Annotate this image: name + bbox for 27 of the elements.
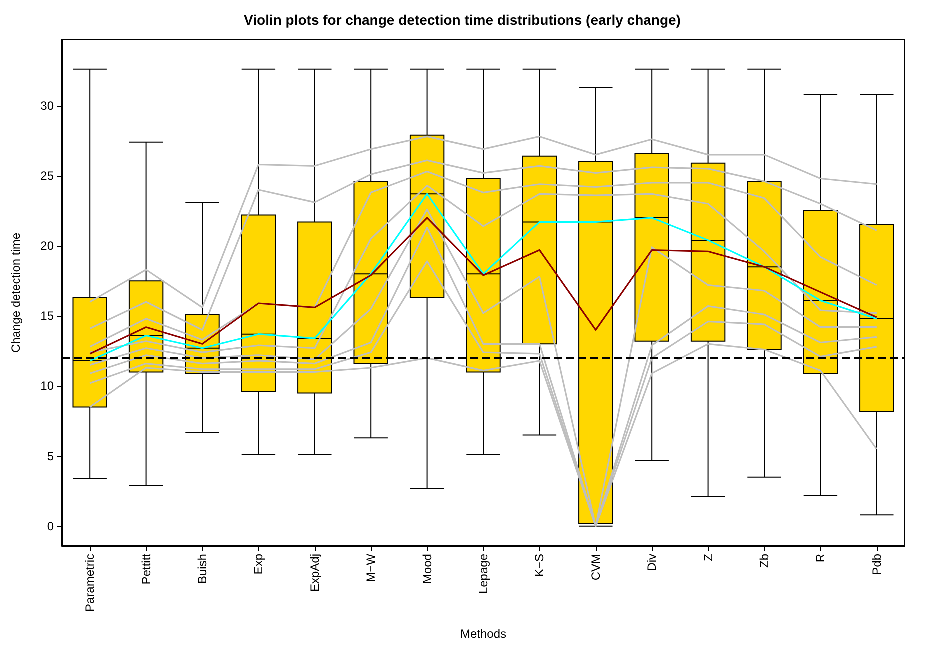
y-tick-label: 25: [40, 168, 54, 183]
line-series: [89, 136, 878, 309]
chart-title: Violin plots for change detection time distributions (early change): [244, 12, 681, 28]
y-tick-label: 5: [47, 449, 54, 464]
x-tick-label: Mood: [420, 554, 434, 584]
x-tick-label: Pdb: [870, 554, 884, 576]
x-tick-label: ExpAdj: [308, 554, 322, 592]
x-axis-title: Methods: [460, 627, 507, 641]
x-tick-label: Buish: [196, 554, 210, 584]
x-tick-label: K−S: [532, 554, 547, 578]
y-tick-label: 0: [47, 519, 54, 534]
x-tick-label: Exp: [252, 554, 266, 575]
y-tick-label: 30: [40, 98, 54, 113]
x-tick-label: Pettitt: [139, 553, 154, 585]
x-tick-label: Parametric: [83, 554, 98, 612]
x-tick-label: Lepage: [476, 554, 490, 594]
x-tick-label: Zb: [758, 554, 772, 568]
y-tick-label: 10: [40, 379, 54, 394]
y-tick-label: 15: [40, 309, 54, 324]
x-tick-label: Div: [645, 554, 660, 572]
x-tick-label: CVM: [588, 554, 603, 581]
x-tick-label: M−W: [364, 553, 378, 582]
x-tick-label: Z: [701, 554, 716, 562]
y-axis-title: Change detection time: [9, 232, 23, 354]
x-tick-label: R: [814, 554, 828, 563]
y-tick-label: 20: [40, 239, 54, 254]
line-series: [89, 217, 878, 355]
